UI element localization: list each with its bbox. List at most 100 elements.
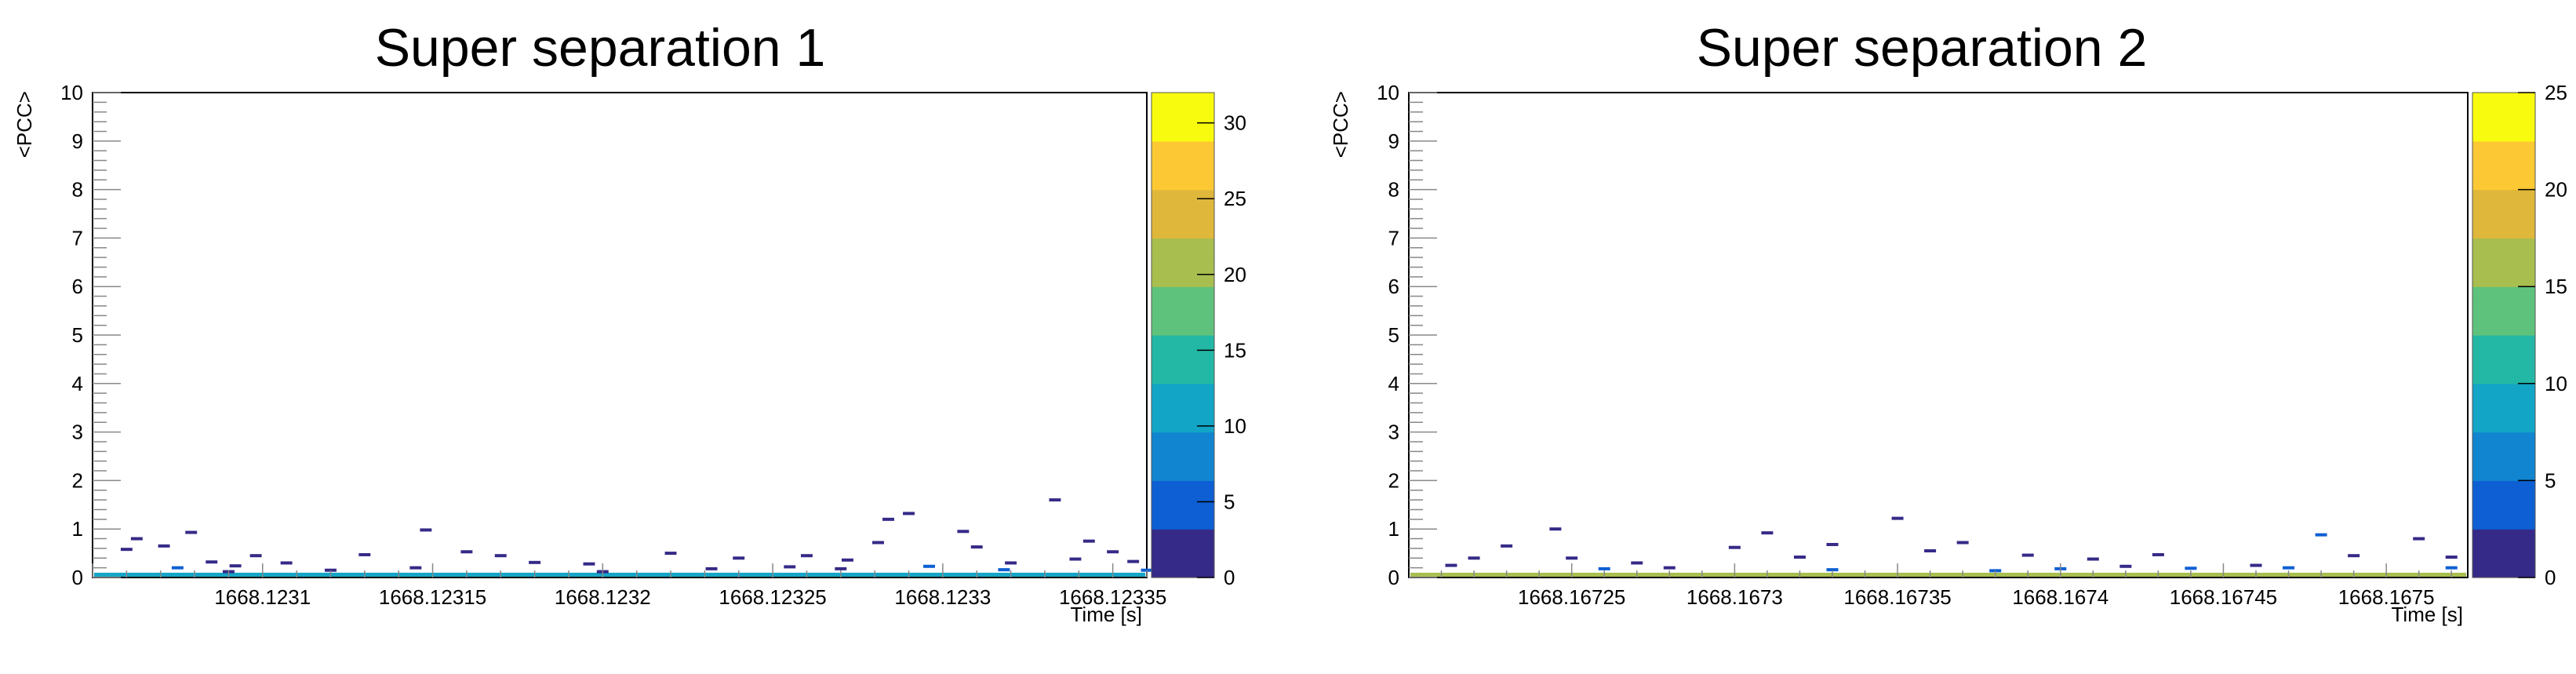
heatmap-bin-0 — [120, 548, 133, 552]
colorbar-cell-3 — [2472, 529, 2535, 542]
colorbar-cell-32 — [2472, 177, 2535, 191]
colorbar-cell-2 — [1152, 541, 1214, 554]
heatmap-bin-35 — [705, 567, 718, 570]
colorbar-cell-39 — [1152, 93, 1214, 106]
x-tick-label: 1668.1233 — [894, 585, 991, 609]
heatmap-bin-34 — [409, 566, 422, 570]
colorbar-tick-label: 5 — [2545, 468, 2556, 492]
baseline-band — [94, 572, 1145, 577]
heatmap-bin-10 — [1891, 516, 1904, 520]
heatmap-bin-4 — [206, 560, 218, 564]
colorbar-cell-23 — [1152, 286, 1214, 300]
heatmap-bin-9 — [1826, 542, 1839, 546]
colorbar-cell-17 — [1152, 359, 1214, 372]
y-axis-title: <PCC> — [1329, 91, 1352, 158]
heatmap-bin-26 — [2283, 566, 2295, 570]
y-tick-label: 5 — [72, 323, 83, 347]
heatmap-bin-20 — [872, 541, 884, 545]
colorbar-cell-12 — [2472, 420, 2535, 433]
chart-title: Super separation 2 — [1697, 18, 2148, 78]
colorbar-tick-label: 15 — [2545, 275, 2567, 298]
heatmap-bin-19 — [2413, 537, 2425, 541]
y-tick-label: 7 — [72, 226, 83, 250]
y-tick-label: 2 — [72, 468, 83, 492]
heatmap-bin-27 — [1127, 559, 1140, 563]
colorbar-cell-35 — [2472, 140, 2535, 154]
heatmap-bin-17 — [2315, 533, 2327, 537]
heatmap-bin-32 — [171, 566, 184, 570]
heatmap-panel-1: Super separation 1 0 1 2 3 4 5 6 7 8 9 10 1668.1231 1… — [0, 0, 1286, 674]
y-tick-label: 1 — [1388, 517, 1399, 541]
heatmap-bin-22 — [970, 545, 983, 549]
heatmap-bin-26 — [1107, 550, 1119, 554]
colorbar-cell-9 — [2472, 456, 2535, 469]
colorbar-cell-34 — [1152, 153, 1214, 166]
colorbar-cell-18 — [1152, 347, 1214, 360]
colorbar-cell-8 — [2472, 468, 2535, 481]
y-tick-label: 8 — [1388, 178, 1399, 202]
heatmap-chart-1: Super separation 1 0 1 2 3 4 5 6 7 8 9 10 1668.1231 1… — [13, 18, 1246, 626]
colorbar-cell-38 — [1152, 104, 1214, 118]
colorbar-cell-29 — [2472, 213, 2535, 227]
colorbar-cell-0 — [1152, 565, 1214, 578]
colorbar-cell-37 — [2472, 116, 2535, 129]
colorbar-cell-16 — [1152, 371, 1214, 384]
colorbar-cell-14 — [2472, 395, 2535, 409]
y-tick-label: 0 — [72, 566, 83, 589]
heatmap-bin-20 — [2445, 556, 2458, 559]
heatmap-bin-15 — [2152, 552, 2164, 556]
y-tick-label: 8 — [72, 178, 83, 202]
x-tick-label: 1668.12335 — [1059, 585, 1166, 609]
heatmap-bin-3 — [185, 530, 198, 534]
colorbar-tick-label: 30 — [1224, 111, 1246, 135]
colorbar-cell-8 — [1152, 468, 1214, 481]
colorbar-cell-4 — [1152, 516, 1214, 530]
y-tick-label: 1 — [72, 517, 83, 541]
heatmap-panel-2: Super separation 2 0 1 2 3 4 5 6 7 8 9 10 1668.16725… — [1286, 0, 2576, 674]
colorbar-cell-12 — [1152, 420, 1214, 433]
y-tick-label: 0 — [1388, 566, 1399, 589]
colorbar-cell-33 — [2472, 165, 2535, 178]
y-tick-label: 9 — [72, 129, 83, 153]
colorbar-cell-31 — [1152, 189, 1214, 202]
heatmap-bin-9 — [420, 528, 432, 532]
plot-frame — [1408, 92, 2469, 578]
heatmap-bin-23 — [1005, 561, 1017, 565]
colorbar-cell-1 — [1152, 553, 1214, 567]
colorbar-cell-19 — [2472, 335, 2535, 348]
heatmap-bin-10 — [460, 550, 473, 554]
colorbar-cell-36 — [2472, 129, 2535, 142]
chart-title: Super separation 1 — [375, 18, 826, 78]
colorbar-cell-20 — [2472, 322, 2535, 336]
x-axis-title: Time [s] — [1071, 603, 1142, 626]
y-tick-label: 10 — [60, 81, 83, 104]
y-tick-label: 9 — [1388, 129, 1399, 153]
colorbar-cell-21 — [2472, 311, 2535, 324]
heatmap-bin-11 — [1924, 549, 1937, 553]
colorbar-tick-label: 0 — [1224, 566, 1235, 589]
colorbar-cell-30 — [2472, 202, 2535, 215]
x-axis-ticks — [92, 563, 1148, 577]
heatmap-bin-1 — [130, 537, 143, 541]
heatmap-bin-18 — [882, 517, 894, 521]
heatmap-bin-8 — [358, 552, 371, 556]
heatmap-chart-2: Super separation 2 0 1 2 3 4 5 6 7 8 9 10 1668.16725… — [1329, 18, 2567, 626]
colorbar-cell-35 — [1152, 140, 1214, 154]
colorbar-cell-25 — [2472, 262, 2535, 275]
heatmap-bin-27 — [2445, 566, 2458, 570]
y-tick-label: 4 — [72, 372, 83, 395]
heatmap-bin-6 — [249, 554, 262, 558]
colorbar-cell-32 — [1152, 177, 1214, 191]
colorbar-cell-13 — [1152, 407, 1214, 421]
y-tick-label: 5 — [1388, 323, 1399, 347]
y-tick-label: 4 — [1388, 372, 1399, 395]
colorbar-cell-22 — [1152, 298, 1214, 311]
plot-frame — [92, 92, 1148, 578]
colorbar-cell-15 — [1152, 383, 1214, 396]
x-tick-label: 1668.1673 — [1686, 585, 1783, 609]
heatmap-bin-25 — [1082, 539, 1095, 543]
colorbar-tick-label: 20 — [2545, 178, 2567, 202]
heatmap-bin-15 — [733, 556, 745, 560]
heatmap-bin-5 — [1631, 561, 1643, 565]
heatmap-bin-21 — [2119, 564, 2132, 568]
